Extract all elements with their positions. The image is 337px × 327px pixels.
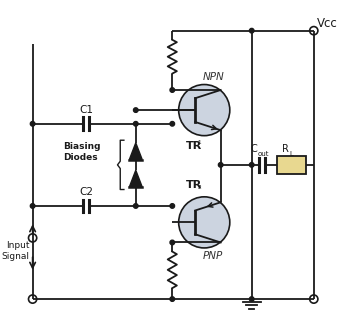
- Text: Input: Input: [6, 241, 30, 250]
- Polygon shape: [129, 170, 142, 187]
- Circle shape: [170, 122, 175, 126]
- Text: TR: TR: [186, 141, 202, 151]
- Circle shape: [179, 85, 230, 136]
- Circle shape: [179, 197, 230, 248]
- Text: TR: TR: [186, 181, 202, 190]
- Text: Vcc: Vcc: [316, 17, 337, 30]
- Text: C: C: [251, 144, 258, 154]
- Circle shape: [133, 108, 138, 112]
- Text: NPN: NPN: [203, 72, 224, 82]
- Circle shape: [133, 204, 138, 208]
- Circle shape: [170, 88, 175, 92]
- Text: L: L: [289, 151, 293, 157]
- Text: $_2$: $_2$: [197, 183, 202, 192]
- Polygon shape: [129, 143, 142, 160]
- Circle shape: [30, 122, 35, 126]
- Text: C2: C2: [79, 187, 93, 197]
- Polygon shape: [277, 156, 306, 174]
- Circle shape: [170, 240, 175, 245]
- Text: Diodes: Diodes: [63, 153, 97, 162]
- Circle shape: [218, 163, 223, 167]
- Circle shape: [170, 204, 175, 208]
- Text: $_1$: $_1$: [197, 138, 202, 147]
- Circle shape: [133, 122, 138, 126]
- Text: C1: C1: [79, 105, 93, 115]
- Circle shape: [249, 297, 254, 301]
- Text: PNP: PNP: [203, 251, 223, 261]
- Circle shape: [249, 28, 254, 33]
- Text: out: out: [258, 151, 269, 157]
- Text: Signal: Signal: [2, 252, 30, 261]
- Circle shape: [249, 163, 254, 167]
- Circle shape: [170, 297, 175, 301]
- Circle shape: [30, 204, 35, 208]
- Text: R: R: [282, 144, 289, 154]
- Text: Biasing: Biasing: [63, 142, 100, 151]
